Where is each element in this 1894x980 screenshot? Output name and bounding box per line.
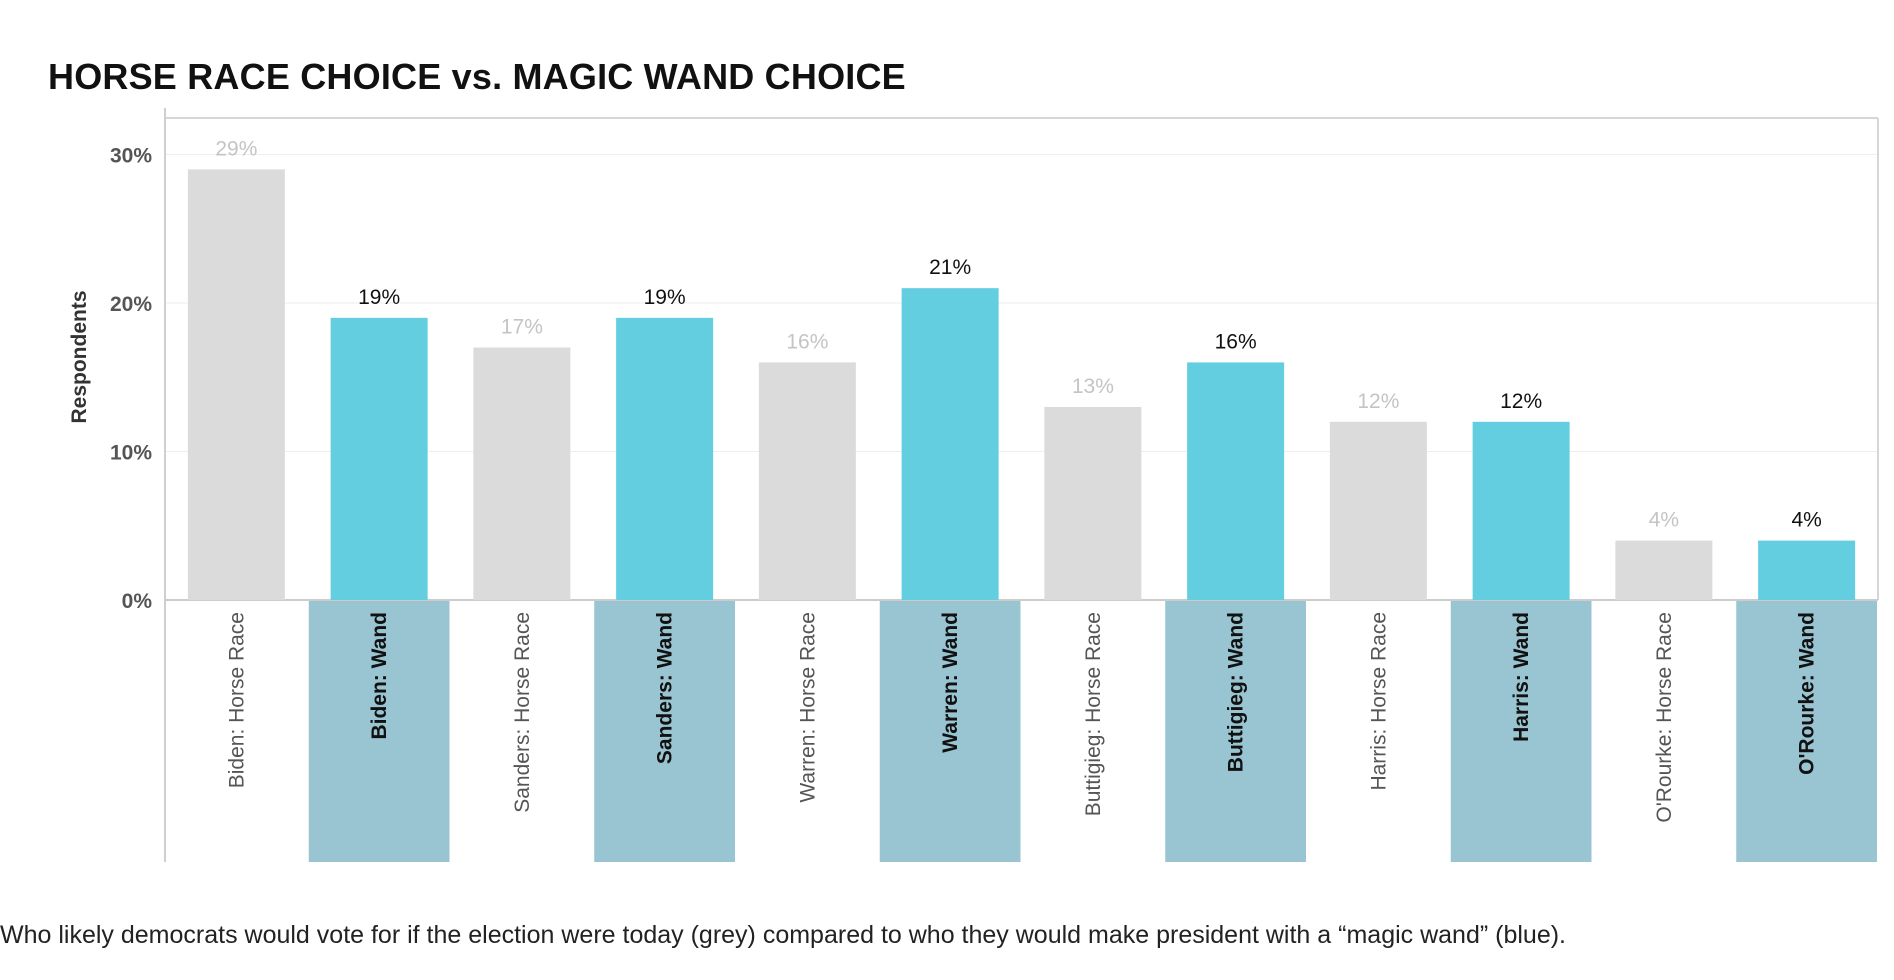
y-tick-label: 20% [110, 293, 152, 316]
data-label: 16% [1215, 330, 1257, 353]
category-label: O'Rourke: Wand [1796, 612, 1819, 775]
category-label: O'Rourke: Horse Race [1653, 612, 1676, 823]
data-label: 21% [929, 256, 971, 279]
category-label-bg [1736, 601, 1877, 862]
bar [1472, 421, 1570, 600]
category-label: Buttigieg: Horse Race [1082, 612, 1105, 816]
y-tick-label: 10% [110, 442, 152, 465]
bar [473, 347, 571, 600]
y-tick-label: 30% [110, 145, 152, 168]
bar [1329, 421, 1427, 600]
y-tick-label: 0% [122, 590, 153, 613]
category-labels: Biden: Horse Race Biden: Wand Sanders: Hor… [225, 601, 1877, 862]
category-label: Buttigieg: Wand [1225, 612, 1248, 772]
data-labels: 29% 19% 17% 19% 16% 21% 13% 16% 12% 12% 4% 4% [215, 137, 1821, 531]
category-label: Biden: Horse Race [225, 612, 248, 788]
bar [1187, 362, 1285, 600]
bar-chart: 0% 10% 20% 30% 29% 19% 17% 19% 16% 21% 13% 16% 12% 1… [68, 108, 1879, 862]
category-label: Warren: Wand [939, 612, 962, 753]
category-label: Sanders: Wand [654, 612, 677, 764]
data-label: 4% [1649, 509, 1679, 532]
category-label-bg [1450, 601, 1592, 862]
bar [616, 317, 714, 600]
bars [187, 169, 1856, 600]
gridlines [165, 154, 1878, 452]
category-label: Harris: Wand [1510, 612, 1533, 742]
category-label: Harris: Horse Race [1367, 612, 1390, 791]
category-label-bg [879, 601, 1021, 862]
bar [1758, 540, 1856, 600]
data-label: 29% [215, 137, 257, 160]
bar [187, 169, 285, 600]
data-label: 13% [1072, 375, 1114, 398]
category-label: Warren: Horse Race [796, 612, 819, 803]
category-label: Sanders: Horse Race [511, 612, 534, 813]
category-label-bg [1165, 601, 1306, 862]
data-label: 12% [1357, 390, 1399, 413]
bar [901, 288, 999, 600]
category-label-bg [308, 601, 450, 862]
category-label-bg [594, 601, 735, 862]
chart-caption: Who likely democrats would vote for if t… [0, 921, 1566, 949]
plot-frame [164, 108, 1879, 862]
bar [1044, 406, 1142, 600]
bar [330, 317, 428, 600]
category-label: Biden: Wand [368, 612, 391, 740]
bar [1615, 540, 1713, 600]
chart-title: HORSE RACE CHOICE vs. MAGIC WAND CHOICE [48, 56, 906, 97]
data-label: 4% [1791, 509, 1821, 532]
data-label: 19% [358, 286, 400, 309]
data-label: 16% [786, 330, 828, 353]
data-label: 12% [1500, 390, 1542, 413]
y-axis-title: Respondents [68, 290, 91, 423]
data-label: 17% [501, 316, 543, 339]
bar [758, 362, 856, 600]
data-label: 19% [644, 286, 686, 309]
y-axis-ticks: 0% 10% 20% 30% [110, 145, 152, 614]
